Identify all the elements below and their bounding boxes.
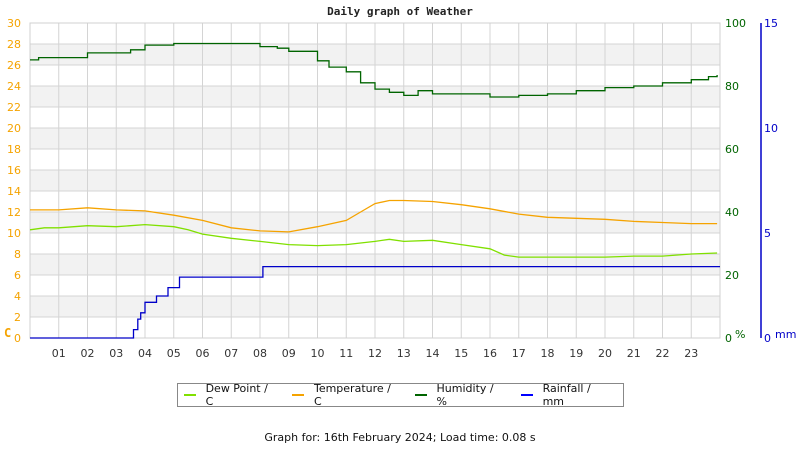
y-tick-temperature: 0 <box>14 332 21 345</box>
y-tick-rainfall: 5 <box>764 227 771 240</box>
y-tick-temperature: 22 <box>7 101 21 114</box>
legend-label: Temperature / C <box>313 382 391 408</box>
rainfall-unit-label: mm <box>775 328 796 341</box>
x-tick-hour: 12 <box>368 347 382 360</box>
x-tick-hour: 22 <box>656 347 670 360</box>
x-tick-hour: 14 <box>426 347 440 360</box>
y-tick-temperature: 24 <box>7 80 21 93</box>
x-tick-hour: 04 <box>138 347 152 360</box>
y-tick-temperature: 14 <box>7 185 21 198</box>
hour-axis-labels: 01 02 03 04 05 06 07 08 09 10 11 12 13 14 15 16 17 18 19 20… <box>52 347 699 360</box>
legend-swatch-humidity <box>414 394 427 396</box>
x-tick-hour: 23 <box>684 347 698 360</box>
y-tick-humidity: 100 <box>725 17 746 30</box>
x-tick-hour: 15 <box>454 347 468 360</box>
y-tick-temperature: 30 <box>7 17 21 30</box>
plot-frame <box>29 22 721 339</box>
y-tick-temperature: 2 <box>14 311 21 324</box>
y-tick-rainfall: 15 <box>764 17 778 30</box>
legend-label: Humidity / % <box>436 382 494 408</box>
y-tick-humidity: 80 <box>725 80 739 93</box>
x-tick-hour: 02 <box>81 347 95 360</box>
temperature-unit-label: C <box>4 326 11 340</box>
series-line-dew <box>29 223 718 258</box>
y-tick-temperature: 18 <box>7 143 21 156</box>
graph-footer-status: Graph for: 16th February 2024; Load time… <box>264 431 536 444</box>
x-tick-hour: 09 <box>282 347 296 360</box>
legend-label: Dew Point / C <box>205 382 268 408</box>
legend-item-dew-point: Dew Point / C <box>182 382 276 408</box>
legend-item-rainfall: Rainfall / mm <box>519 382 613 408</box>
series-lines <box>29 42 720 339</box>
x-tick-hour: 17 <box>512 347 526 360</box>
y-tick-temperature: 4 <box>14 290 21 303</box>
legend-swatch-rainfall <box>521 394 533 396</box>
y-tick-humidity: 60 <box>725 143 739 156</box>
x-tick-hour: 06 <box>196 347 210 360</box>
x-tick-hour: 08 <box>253 347 267 360</box>
x-tick-hour: 18 <box>541 347 555 360</box>
chart-legend: Dew Point / C Temperature / C Humidity /… <box>177 382 624 408</box>
x-tick-hour: 03 <box>109 347 123 360</box>
x-tick-hour: 10 <box>311 347 325 360</box>
series-line-humidity <box>30 42 718 98</box>
x-tick-hour: 05 <box>167 347 181 360</box>
y-tick-temperature: 6 <box>14 269 21 282</box>
y-tick-temperature: 26 <box>7 59 21 72</box>
rainfall-axis-labels: 0 5 10 15 <box>764 17 778 345</box>
y-tick-temperature: 16 <box>7 164 21 177</box>
y-tick-rainfall: 10 <box>764 122 778 135</box>
y-tick-temperature: 20 <box>7 122 21 135</box>
x-tick-hour: 21 <box>627 347 641 360</box>
y-tick-humidity: 0 <box>725 332 732 345</box>
legend-item-temperature: Temperature / C <box>290 382 399 408</box>
x-tick-hour: 20 <box>598 347 612 360</box>
legend-swatch-temperature <box>292 394 304 396</box>
legend-label: Rainfall / mm <box>542 382 591 408</box>
humidity-axis-labels: 0 20 40 60 80 100 <box>725 17 746 345</box>
legend-swatch-dew-point <box>184 394 196 396</box>
x-tick-hour: 19 <box>569 347 583 360</box>
y-tick-temperature: 12 <box>7 206 21 219</box>
humidity-unit-label: % <box>735 328 745 341</box>
x-tick-hour: 11 <box>339 347 353 360</box>
x-tick-hour: 01 <box>52 347 66 360</box>
y-tick-temperature: 28 <box>7 38 21 51</box>
x-tick-hour: 07 <box>224 347 238 360</box>
series-line-rainfall <box>30 265 720 339</box>
x-tick-hour: 13 <box>397 347 411 360</box>
legend-item-humidity: Humidity / % <box>413 382 505 408</box>
y-tick-temperature: 10 <box>7 227 21 240</box>
vertical-gridlines <box>58 23 692 338</box>
x-tick-hour: 16 <box>483 347 497 360</box>
y-tick-humidity: 40 <box>725 206 739 219</box>
chart-title: Daily graph of Weather <box>327 5 473 18</box>
series-line-temperature <box>30 199 718 233</box>
y-tick-humidity: 20 <box>725 269 739 282</box>
y-tick-rainfall: 0 <box>764 332 771 345</box>
y-tick-temperature: 8 <box>14 248 21 261</box>
